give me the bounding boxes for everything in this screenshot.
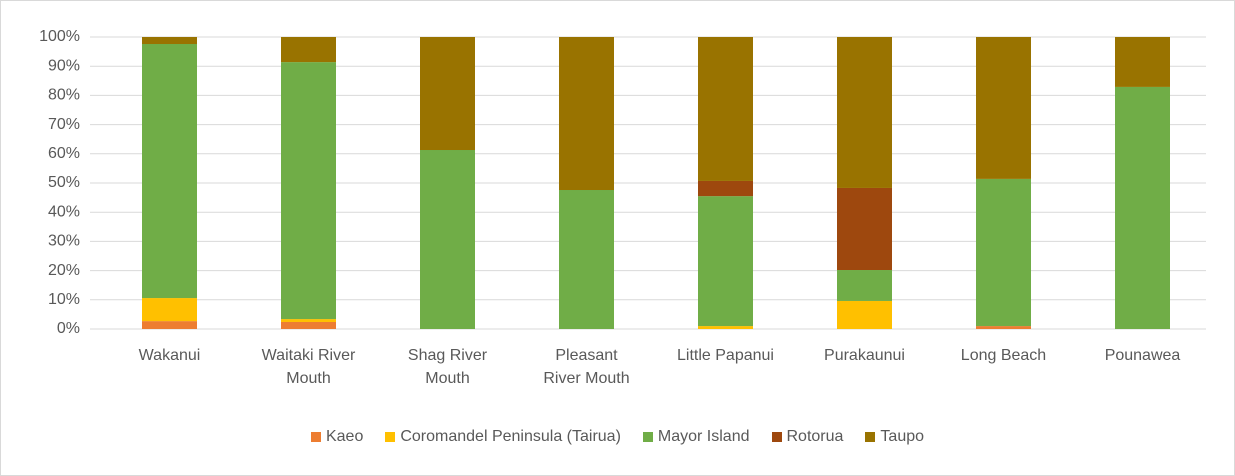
legend-item: Coromandel Peninsula (Tairua) bbox=[385, 428, 621, 446]
x-tick-label: Purakaunui bbox=[824, 347, 905, 364]
bar-segment bbox=[281, 321, 336, 329]
bar-segment bbox=[142, 298, 197, 322]
legend-label: Mayor Island bbox=[657, 428, 750, 445]
bar-segment bbox=[837, 37, 892, 188]
legend-swatch bbox=[642, 432, 653, 442]
bar-segment bbox=[420, 37, 475, 151]
y-tick-label: 70% bbox=[48, 116, 80, 133]
legend-label: Coromandel Peninsula (Tairua) bbox=[400, 428, 621, 445]
x-tick-label: Shag River Mouth bbox=[407, 347, 488, 387]
bar-segment bbox=[698, 326, 753, 329]
legend-swatch bbox=[385, 432, 396, 442]
legend-swatch bbox=[771, 432, 782, 442]
legend: Kaeo Coromandel Peninsula (Tairua) Mayor I… bbox=[0, 428, 1235, 446]
bar-segment bbox=[1115, 86, 1170, 329]
x-tick-label: Waitaki River Mouth bbox=[261, 347, 356, 387]
bar-segment bbox=[281, 319, 336, 322]
bar-segment bbox=[142, 37, 197, 45]
bar-segment bbox=[281, 62, 336, 320]
y-tick-label: 0% bbox=[57, 320, 80, 337]
bar-segment bbox=[698, 37, 753, 181]
legend-label: Rotorua bbox=[786, 428, 844, 445]
y-tick-label: 60% bbox=[48, 145, 80, 162]
legend-item: Mayor Island bbox=[642, 428, 750, 446]
legend-swatch bbox=[865, 432, 876, 442]
bar-segment bbox=[698, 180, 753, 197]
bar-segment bbox=[1115, 37, 1170, 87]
y-tick-label: 30% bbox=[48, 233, 80, 250]
legend-swatch bbox=[310, 432, 321, 442]
x-tick-label: Wakanui bbox=[138, 347, 201, 364]
bar-segment bbox=[142, 321, 197, 329]
y-tick-label: 40% bbox=[48, 203, 80, 220]
bar-segment bbox=[837, 270, 892, 301]
legend-label: Taupo bbox=[880, 428, 925, 445]
y-tick-label: 20% bbox=[48, 262, 80, 279]
y-tick-label: 90% bbox=[48, 57, 80, 74]
bar-segment bbox=[698, 196, 753, 327]
x-tick-label: Pleasant River Mouth bbox=[543, 347, 630, 387]
legend-item: Rotorua bbox=[771, 428, 844, 446]
x-tick-label: Long Beach bbox=[960, 347, 1047, 364]
legend-item: Kaeo bbox=[310, 428, 364, 446]
bar-segment bbox=[420, 150, 475, 329]
bar-segment bbox=[559, 37, 614, 191]
bar-segment bbox=[142, 44, 197, 299]
bar-segment bbox=[976, 178, 1031, 327]
bar-segment bbox=[837, 187, 892, 271]
y-tick-label: 10% bbox=[48, 291, 80, 308]
bar-segment bbox=[281, 37, 336, 63]
y-tick-label: 100% bbox=[39, 28, 80, 45]
bar-segment bbox=[976, 37, 1031, 179]
bar-segment bbox=[837, 300, 892, 329]
y-tick-label: 80% bbox=[48, 87, 80, 104]
legend-label: Kaeo bbox=[325, 428, 364, 445]
bar-segment bbox=[976, 326, 1031, 329]
x-tick-label: Little Papanui bbox=[677, 347, 774, 364]
y-tick-label: 50% bbox=[48, 174, 80, 191]
bar-segment bbox=[559, 190, 614, 329]
x-tick-label: Pounawea bbox=[1104, 347, 1181, 364]
legend-item: Taupo bbox=[865, 428, 924, 446]
